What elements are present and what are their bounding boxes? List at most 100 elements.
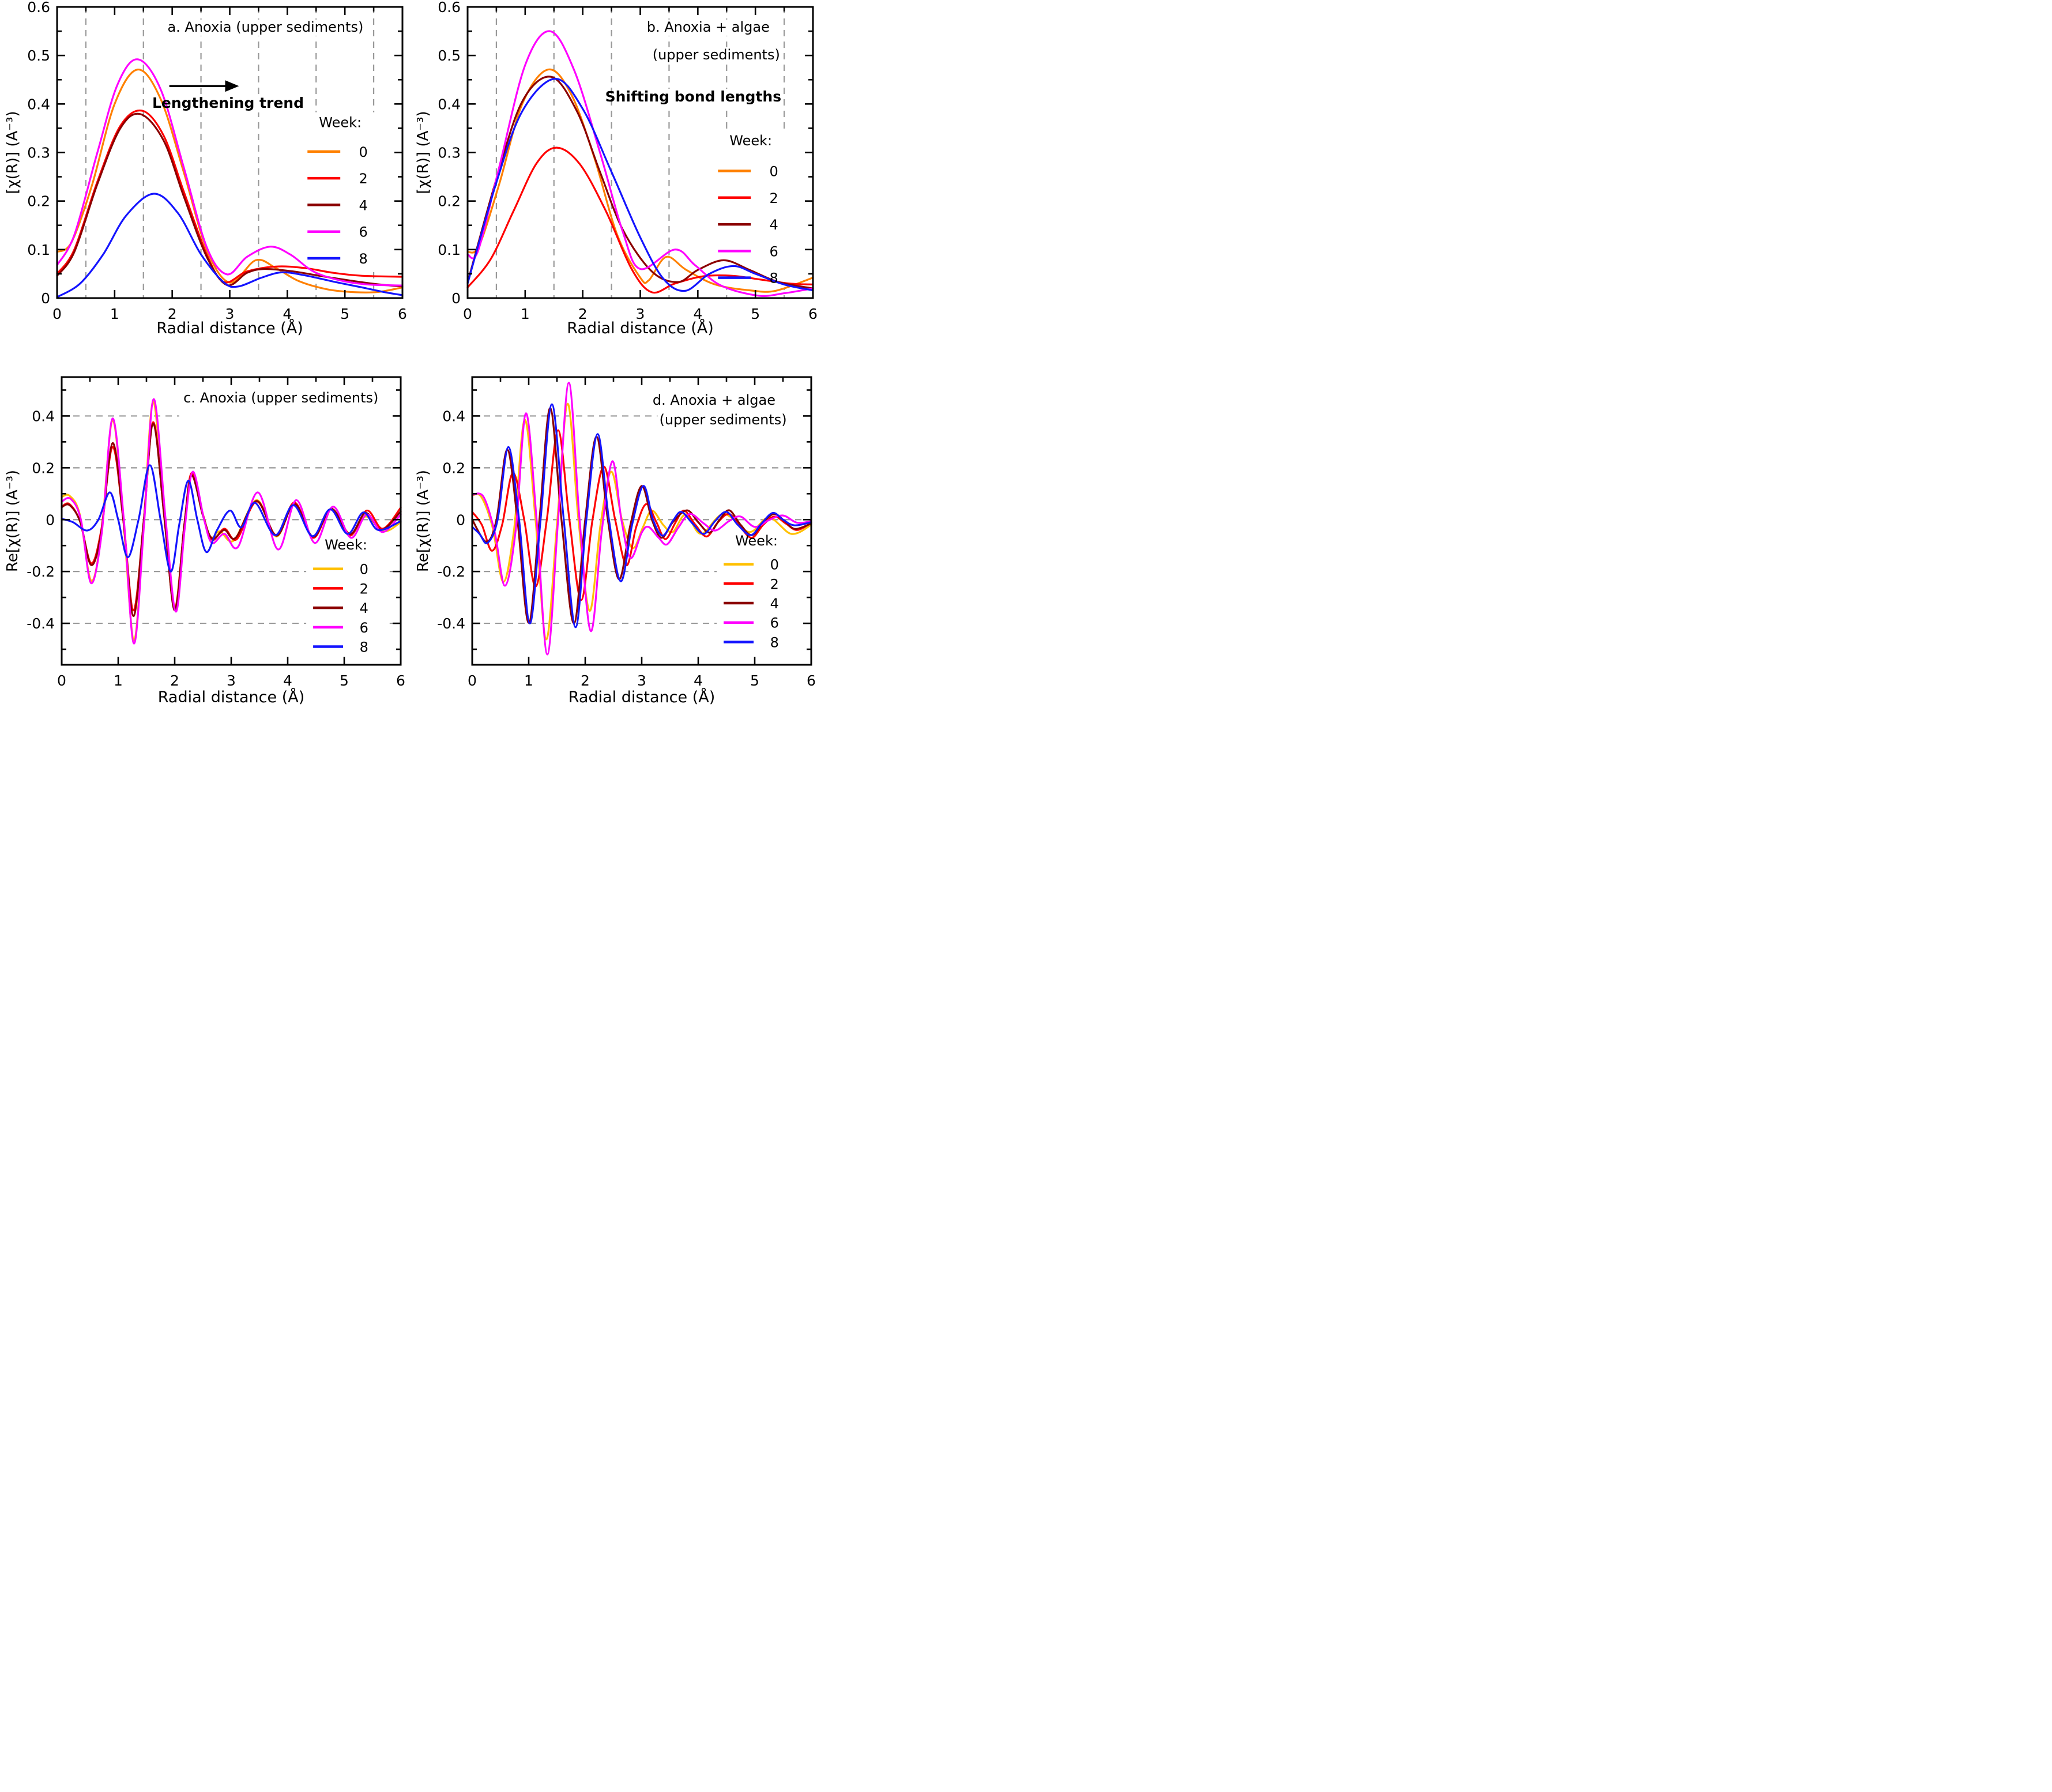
y-tick-label: 0.6: [438, 0, 461, 16]
exafs-four-panel-figure: 0 1 2 3 4 5 6 0 0.1 0.2 0.3 0.4 0.5 0.6 Radial distanc…: [0, 0, 821, 717]
series-group: [61, 398, 402, 645]
tick-labels: 0 1 2 3 4 5 6 0 0.1 0.2 0.3 0.4 0.5 0.6: [27, 0, 407, 322]
y-tick-label: 0.1: [438, 242, 461, 258]
label-backgrounds: [617, 19, 795, 289]
y-tick-label: 0.6: [27, 0, 50, 16]
legend-label-week-0: 0: [359, 144, 367, 160]
label-backgrounds: [658, 393, 796, 654]
y-tick-label: 0.5: [438, 47, 461, 64]
series-group: [56, 58, 404, 298]
trend-arrow-head: [225, 80, 239, 92]
legend-label-week-8: 8: [770, 634, 779, 650]
tick-labels: 0 1 2 3 4 5 6 -0.4 -0.2 0 0.2 0.4: [437, 408, 816, 689]
y-axis-title: [χ(R)] (A⁻³): [4, 111, 21, 194]
x-tick-label: 6: [808, 306, 818, 322]
x-tick-label: 0: [463, 306, 472, 322]
x-tick-label: 4: [693, 306, 702, 322]
x-axis-title: Radial distance (Å): [156, 319, 303, 337]
label-backgrounds: [192, 390, 385, 658]
x-tick-label: 1: [521, 306, 530, 322]
x-tick-label: 2: [170, 672, 179, 689]
series-line-week-4: [471, 407, 812, 624]
series-line-week-6: [471, 382, 812, 656]
x-tick-label: 3: [225, 306, 235, 322]
legend-label-week-2: 2: [359, 171, 367, 187]
legend-background: [717, 530, 796, 654]
x-tick-label: 2: [578, 306, 588, 322]
legend-label-week-4: 4: [770, 596, 779, 612]
y-tick-label: 0.4: [32, 408, 55, 424]
panel-title: d. Anoxia + algae: [653, 392, 775, 408]
legend-label-week-6: 6: [359, 224, 367, 240]
y-tick-label: 0.4: [438, 96, 461, 112]
y-tick-label: 0: [456, 511, 465, 528]
legend-label-week-4: 4: [360, 600, 368, 616]
y-tick-label: -0.2: [437, 563, 465, 580]
panel-c-anoxia-real-part: 0 1 2 3 4 5 6 -0.4 -0.2 0 0.2 0.4 Radial distance (Å…: [0, 359, 411, 717]
annotation-background: [166, 95, 290, 113]
y-tick-label: -0.2: [27, 563, 55, 580]
panel-title: c. Anoxia (upper sediments): [183, 390, 378, 406]
series-line-week-6: [56, 58, 404, 287]
legend-label-week-0: 0: [769, 163, 778, 179]
ticks: [56, 6, 404, 299]
tick-labels: 0 1 2 3 4 5 6 0 0.1 0.2 0.3 0.4 0.5 0.6: [438, 0, 818, 322]
x-tick-label: 4: [283, 306, 292, 322]
y-tick-label: 0.3: [438, 145, 461, 161]
series-line-week-6: [61, 398, 402, 645]
title-background: [658, 393, 770, 409]
legend-label-week-2: 2: [770, 576, 779, 592]
x-tick-label: 4: [283, 672, 292, 689]
y-tick-label: 0.5: [27, 47, 50, 64]
ticks: [466, 6, 814, 299]
legend-background: [711, 130, 795, 289]
title-background: [667, 412, 780, 428]
legend: Week: 0 2 4 6 8: [724, 533, 779, 650]
legend-label-week-6: 6: [770, 615, 779, 631]
y-axis-title: Re[χ(R)] (A⁻³): [415, 470, 432, 572]
y-tick-label: 0.1: [27, 242, 50, 258]
x-tick-label: 6: [807, 672, 816, 689]
legend: Week: 0 2 4 6 8: [307, 115, 368, 267]
panel-title: (upper sediments): [660, 412, 787, 428]
x-tick-label: 3: [637, 672, 646, 689]
title-background: [652, 19, 765, 36]
x-tick-label: 1: [110, 306, 119, 322]
annotation-background: [617, 89, 770, 107]
x-axis-title: Radial distance (Å): [158, 688, 305, 706]
panel-d-anoxia-algae-real-part: 0 1 2 3 4 5 6 -0.4 -0.2 0 0.2 0.4 Radial distance (Å…: [411, 359, 821, 717]
legend-label-week-6: 6: [769, 243, 778, 259]
x-tick-label: 5: [750, 672, 759, 689]
tick-labels: 0 1 2 3 4 5 6 -0.4 -0.2 0 0.2 0.4: [27, 408, 405, 689]
series-line-week-8: [471, 403, 812, 628]
legend-label-week-2: 2: [360, 581, 368, 597]
x-tick-label: 5: [751, 306, 760, 322]
legend: Week: 0 2 4 6 8: [313, 537, 368, 656]
legend-label-week-4: 4: [359, 197, 367, 213]
y-tick-label: 0.2: [32, 460, 55, 476]
legend-label-week-6: 6: [360, 620, 368, 636]
y-tick-label: 0: [46, 511, 55, 528]
legend-title: Week:: [325, 537, 367, 553]
x-tick-label: 6: [396, 672, 405, 689]
annotation-text: Shifting bond lengths: [605, 88, 781, 105]
panel-c-chart: 0 1 2 3 4 5 6 -0.4 -0.2 0 0.2 0.4 Radial distance (Å…: [4, 376, 405, 706]
x-tick-label: 2: [581, 672, 590, 689]
legend-label-week-8: 8: [359, 251, 367, 267]
label-backgrounds: [166, 19, 385, 270]
x-tick-label: 5: [340, 306, 349, 322]
x-tick-label: 3: [227, 672, 236, 689]
ticks: [61, 377, 402, 665]
legend-title: Week:: [729, 133, 772, 149]
x-tick-label: 6: [398, 306, 407, 322]
series-line-week-8: [56, 193, 404, 298]
x-tick-label: 0: [52, 306, 62, 322]
legend-title: Week:: [319, 115, 362, 131]
x-tick-label: 1: [524, 672, 533, 689]
panel-a-anoxia-magnitude: 0 1 2 3 4 5 6 0 0.1 0.2 0.3 0.4 0.5 0.6 Radial distanc…: [0, 0, 411, 359]
x-tick-label: 3: [636, 306, 645, 322]
series-group: [471, 382, 812, 656]
y-tick-label: 0.4: [442, 408, 465, 424]
y-tick-label: 0.2: [438, 193, 461, 210]
x-axis-title: Radial distance (Å): [567, 319, 714, 337]
